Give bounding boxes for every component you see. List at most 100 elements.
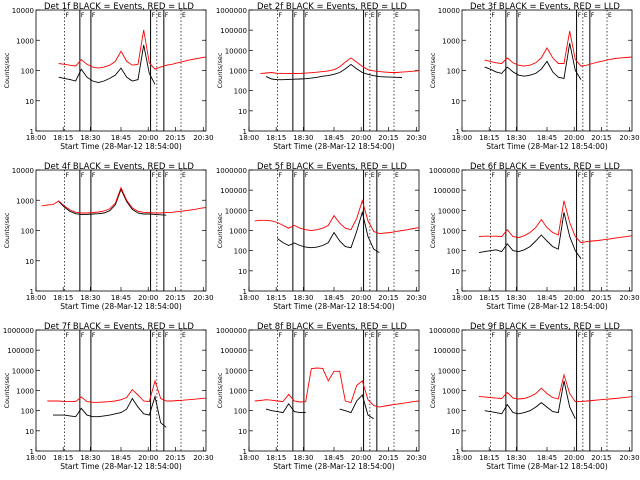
x-tick-label: 20:15	[591, 134, 611, 142]
time-marker-letter: E	[158, 172, 162, 179]
x-tick-label: 20:00	[138, 294, 158, 302]
lld-series-line	[478, 200, 633, 244]
y-tick-label: 1000000	[216, 327, 247, 335]
time-marker-letter: F	[518, 12, 522, 19]
x-tick-label: 18:45	[111, 134, 131, 142]
time-marker-letter: F	[165, 172, 169, 179]
y-axis-label: Counts/sec	[216, 372, 224, 408]
y-tick-label: 1000000	[429, 167, 460, 175]
time-marker-letter: F	[378, 172, 382, 179]
plot-frame	[35, 9, 207, 132]
x-tick-label: 20:30	[619, 454, 639, 462]
x-tick-label: 18:30	[80, 454, 100, 462]
time-marker-letter: F	[294, 332, 298, 339]
time-marker-letter: E	[608, 12, 612, 19]
time-marker-letter: F	[365, 172, 369, 179]
y-tick-label: 100000	[220, 347, 247, 355]
time-marker-letter: F	[507, 332, 511, 339]
y-tick-label: 1	[243, 288, 247, 296]
time-marker-letter: E	[584, 332, 588, 339]
y-tick-label: 100000	[433, 347, 460, 355]
x-tick-label: 20:15	[378, 134, 398, 142]
x-tick-label: 20:15	[378, 454, 398, 462]
y-tick-label: 1	[243, 128, 247, 136]
y-tick-label: 10	[451, 98, 460, 106]
time-marker-letter: F	[492, 12, 496, 19]
y-tick-label: 1000000	[216, 7, 247, 15]
x-tick-label: 18:30	[80, 134, 100, 142]
time-marker-letter: F	[305, 332, 309, 339]
lld-series-line	[41, 186, 207, 214]
y-tick-label: 10	[451, 268, 460, 276]
y-axis-label: Counts/sec	[3, 52, 11, 88]
x-axis-label: Start Time (28-Mar-12 18:54:00)	[60, 462, 182, 471]
y-tick-label: 1	[456, 128, 460, 136]
x-tick-label: 20:30	[193, 454, 213, 462]
time-marker-letter: E	[371, 12, 375, 19]
time-marker-letter: F	[66, 172, 70, 179]
y-tick-label: 1000000	[216, 167, 247, 175]
time-marker-letter: F	[492, 332, 496, 339]
x-tick-label: 20:15	[591, 454, 611, 462]
x-tick-label: 18:45	[537, 454, 557, 462]
x-tick-label: 18:30	[293, 454, 313, 462]
x-tick-label: 20:00	[138, 454, 158, 462]
lld-series-line	[254, 367, 420, 408]
time-marker-letter: F	[591, 332, 595, 339]
x-tick-label: 20:15	[378, 294, 398, 302]
y-axis-label: Counts/sec	[216, 52, 224, 88]
time-marker-letter: E	[395, 12, 399, 19]
y-tick-label: 100	[234, 248, 247, 256]
x-tick-label: 18:00	[26, 294, 46, 302]
y-tick-label: 1000	[16, 197, 34, 205]
x-tick-label: 18:45	[537, 134, 557, 142]
events-series-line	[277, 210, 380, 253]
x-tick-label: 18:45	[324, 134, 344, 142]
time-marker-letter: E	[371, 332, 375, 339]
time-marker-letter: F	[492, 172, 496, 179]
lld-series-line	[47, 379, 207, 403]
events-series-line	[58, 44, 156, 85]
x-tick-label: 18:45	[111, 294, 131, 302]
y-tick-label: 10000	[225, 47, 247, 55]
time-marker-letter: E	[158, 332, 162, 339]
time-marker-letter: F	[152, 332, 156, 339]
x-tick-label: 18:00	[239, 134, 259, 142]
time-marker-letter: F	[92, 332, 96, 339]
x-tick-label: 18:00	[452, 294, 472, 302]
x-axis-label: Start Time (28-Mar-12 18:54:00)	[486, 302, 608, 311]
time-marker-letter: F	[305, 172, 309, 179]
y-tick-label: 10000	[438, 7, 460, 15]
events-series-line	[265, 394, 374, 420]
events-series-line	[265, 63, 403, 81]
time-marker-letter: F	[81, 172, 85, 179]
x-tick-label: 18:15	[53, 134, 73, 142]
y-tick-label: 100000	[220, 187, 247, 195]
chart-panel-7: Det 7f BLACK = Events, RED = LLD 1 10 100 10…	[3, 322, 214, 471]
y-axis-label: Counts/sec	[429, 372, 437, 408]
time-marker-letter: F	[152, 12, 156, 19]
y-tick-label: 10000	[438, 367, 460, 375]
chart-title: Det 8f BLACK = Events, RED = LLD	[257, 322, 407, 332]
x-tick-label: 18:45	[111, 454, 131, 462]
time-marker-letter: E	[395, 172, 399, 179]
x-tick-label: 20:15	[591, 294, 611, 302]
events-series-line	[484, 43, 582, 80]
y-tick-label: 1000	[229, 388, 247, 396]
time-marker-letter: F	[92, 172, 96, 179]
time-marker-letter: F	[591, 12, 595, 19]
time-marker-letter: F	[507, 12, 511, 19]
x-tick-label: 20:00	[351, 454, 371, 462]
y-axis-label: Counts/sec	[3, 212, 11, 248]
x-tick-label: 18:45	[324, 454, 344, 462]
y-tick-label: 100	[447, 248, 460, 256]
y-tick-label: 1000	[16, 37, 34, 45]
y-axis-label: Counts/sec	[3, 372, 11, 408]
chart-title: Det 7f BLACK = Events, RED = LLD	[44, 322, 194, 332]
x-tick-label: 18:00	[452, 134, 472, 142]
x-axis-label: Start Time (28-Mar-12 18:54:00)	[60, 142, 182, 151]
x-axis-label: Start Time (28-Mar-12 18:54:00)	[273, 462, 395, 471]
y-tick-label: 10	[25, 428, 34, 436]
chart-panel-5: Det 5f BLACK = Events, RED = LLD 1 10 100 10…	[216, 162, 427, 311]
y-tick-label: 100	[21, 228, 34, 236]
